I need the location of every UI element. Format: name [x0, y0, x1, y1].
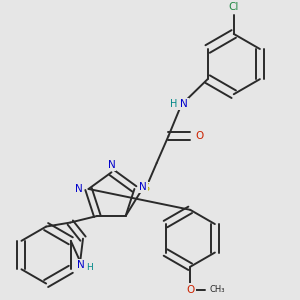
Text: CH₃: CH₃ — [210, 285, 225, 294]
Text: Cl: Cl — [229, 2, 239, 12]
Text: N: N — [77, 260, 85, 270]
Text: N: N — [180, 99, 188, 109]
Text: H: H — [170, 99, 178, 109]
Text: S: S — [142, 183, 149, 193]
Text: N: N — [108, 160, 115, 170]
Text: N: N — [75, 184, 83, 194]
Text: N: N — [139, 182, 147, 192]
Text: O: O — [187, 285, 195, 295]
Text: O: O — [196, 131, 204, 141]
Text: H: H — [86, 263, 93, 272]
